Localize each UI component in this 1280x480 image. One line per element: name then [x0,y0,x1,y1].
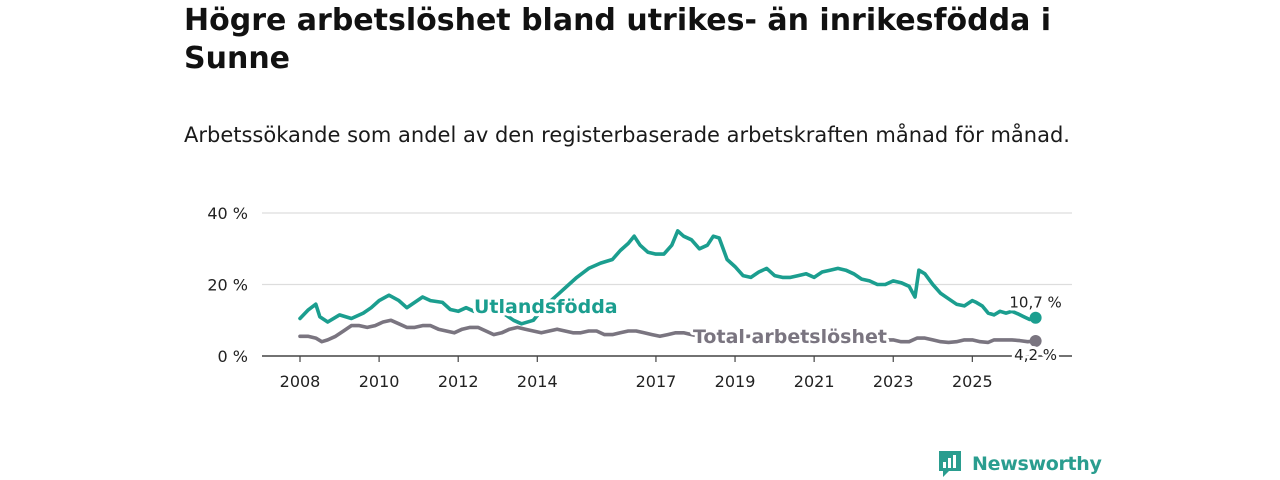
brand-name: Newsworthy [972,453,1102,475]
total-arbetsloshet-line [298,318,1038,345]
total-arbetsloshet-end-label: 4,2 % [1014,346,1057,364]
chart-title: Högre arbetslöshet bland utrikes- än inr… [184,3,1052,76]
x-tick-label: 2010 [359,372,400,391]
x-tick-label: 2023 [873,372,914,391]
x-tick-label: 2008 [280,372,321,391]
x-tick-label: 2019 [715,372,756,391]
x-tick-label: 2025 [952,372,993,391]
series-labels: Utlandsfödda Total arbetslöshet 10,7 % 4,2 … [471,291,1065,367]
y-tick-label: 0 % [218,347,248,366]
chart-subtitle: Arbetssökande som andel av den registerb… [184,123,1070,147]
series-lines [298,229,1042,347]
y-tick-label: 40 % [207,204,248,223]
gridlines [262,212,1072,286]
x-tick-label: 2021 [794,372,835,391]
axes: 0 % 20 % 40 % 2008 2010 2012 2014 2017 2019 2021 2… [207,204,1072,391]
x-tick-label: 2017 [636,372,677,391]
utlandsfodda-line [298,229,1038,326]
utlandsfodda-end-point [1029,311,1042,324]
newsworthy-brand[interactable]: Newsworthy [937,448,1102,480]
newsworthy-logo-icon [939,451,961,477]
utlandsfodda-label: Utlandsfödda [474,296,618,318]
total-arbetsloshet-label: Total arbetslöshet [693,326,887,348]
x-tick-label: 2014 [517,372,558,391]
x-tick-label: 2012 [438,372,479,391]
total-arbetsloshet-end-point [1029,334,1042,347]
y-tick-label: 20 % [207,276,248,295]
utlandsfodda-end-label: 10,7 % [1009,294,1061,312]
